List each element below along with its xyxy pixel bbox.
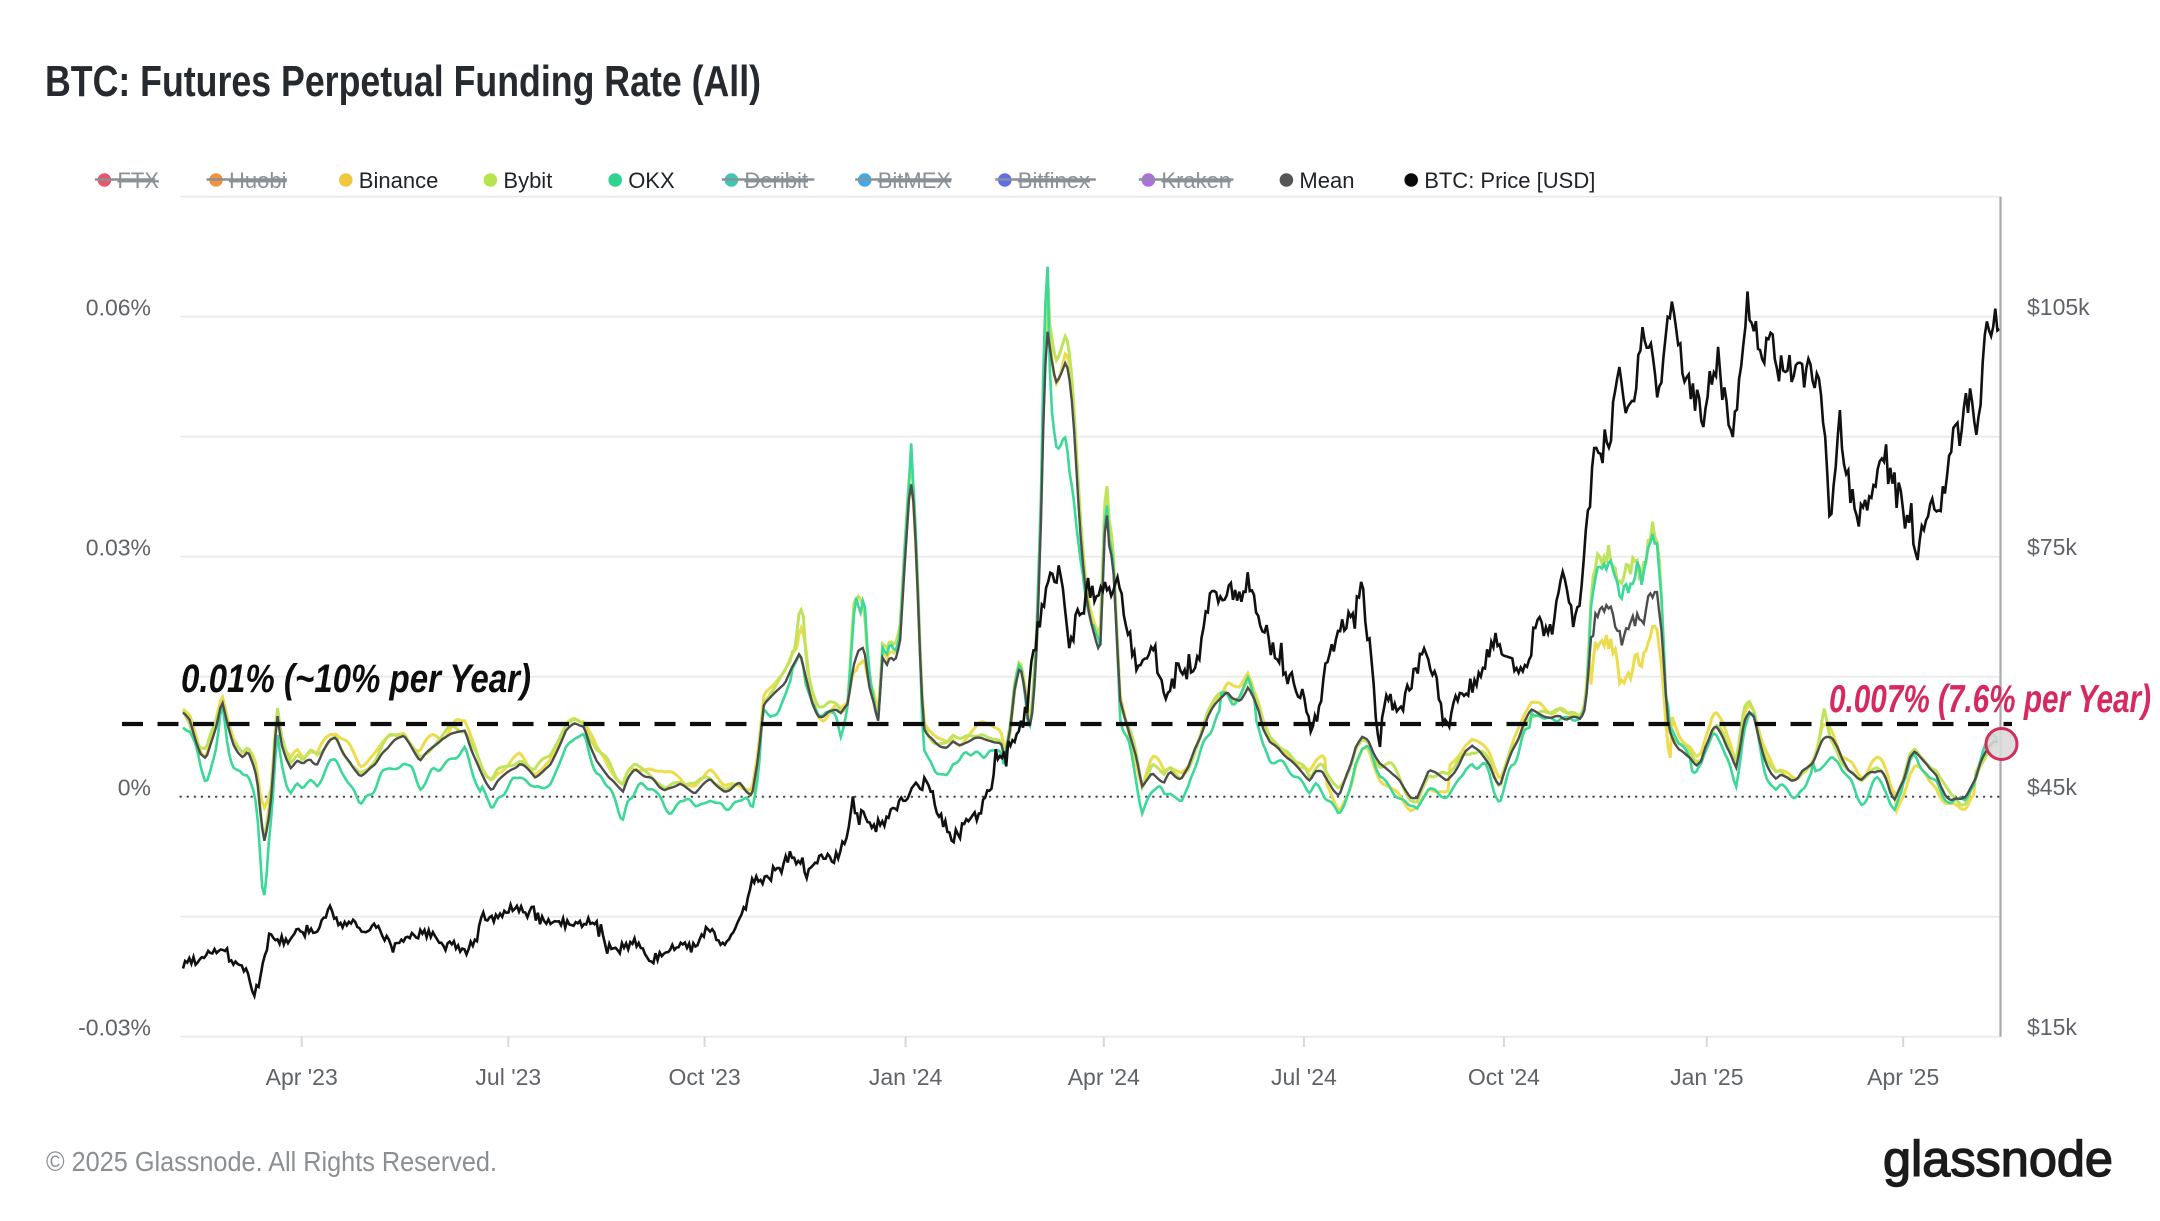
svg-text:glassnode: glassnode [1883, 1131, 2113, 1187]
svg-text:0.007% (7.6% per Year): 0.007% (7.6% per Year) [1829, 678, 2151, 721]
svg-text:BTC: Futures Perpetual Funding: BTC: Futures Perpetual Funding Rate (All… [45, 57, 761, 106]
svg-text:Jul '23: Jul '23 [475, 1064, 541, 1090]
svg-text:BTC: Price [USD]: BTC: Price [USD] [1424, 168, 1595, 193]
svg-text:0.03%: 0.03% [86, 535, 151, 561]
svg-text:Bybit: Bybit [503, 168, 552, 193]
svg-text:OKX: OKX [628, 168, 675, 193]
svg-text:$15k: $15k [2027, 1014, 2077, 1040]
svg-text:0.01% (~10% per Year): 0.01% (~10% per Year) [181, 657, 531, 701]
svg-text:© 2025 Glassnode. All Rights R: © 2025 Glassnode. All Rights Reserved. [46, 1146, 497, 1177]
svg-text:Mean: Mean [1299, 168, 1354, 193]
svg-text:Apr '23: Apr '23 [266, 1064, 338, 1090]
svg-text:Apr '25: Apr '25 [1867, 1064, 1939, 1090]
svg-text:$75k: $75k [2027, 534, 2077, 560]
svg-text:Jan '25: Jan '25 [1670, 1064, 1743, 1090]
svg-text:-0.03%: -0.03% [78, 1015, 151, 1041]
svg-text:Jul '24: Jul '24 [1271, 1064, 1337, 1090]
svg-text:Oct '23: Oct '23 [669, 1064, 741, 1090]
svg-text:Apr '24: Apr '24 [1068, 1064, 1140, 1090]
svg-text:0%: 0% [118, 775, 151, 801]
svg-text:$45k: $45k [2027, 774, 2077, 800]
svg-text:$105k: $105k [2027, 294, 2090, 320]
svg-text:0.06%: 0.06% [86, 295, 151, 321]
svg-text:Binance: Binance [359, 168, 439, 193]
svg-text:Oct '24: Oct '24 [1468, 1064, 1540, 1090]
svg-text:Jan '24: Jan '24 [869, 1064, 943, 1090]
